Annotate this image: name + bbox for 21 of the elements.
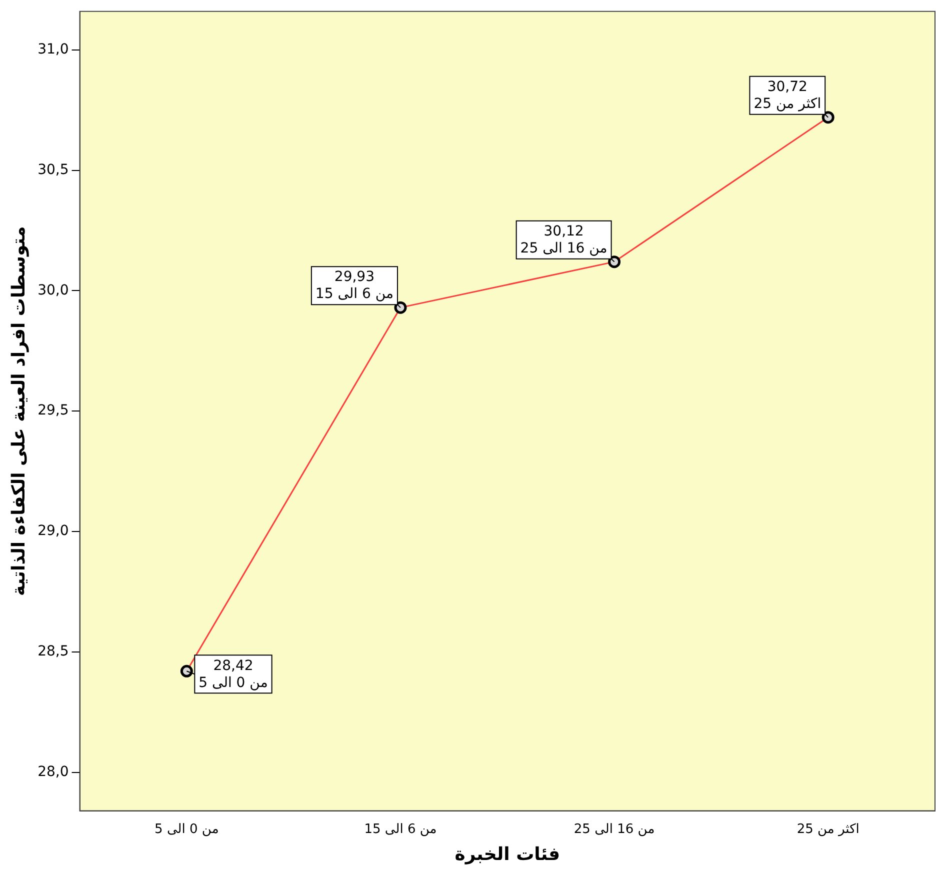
data-label: 30,12	[544, 223, 584, 240]
category-label: من 6 الى 15	[315, 286, 394, 302]
y-tick-label: 31,0	[38, 42, 69, 58]
category-label: اكثر من 25	[754, 96, 822, 112]
category-label: من 0 الى 5	[198, 674, 268, 691]
y-tick-label: 29,5	[38, 402, 69, 419]
y-axis-title: متوسطات افراد العينة على الكفاءة الذاتية	[8, 226, 30, 596]
x-tick-label: من 16 الى 25	[574, 822, 655, 837]
y-tick-label: 30,0	[38, 282, 69, 298]
data-label: 30,72	[767, 78, 808, 95]
x-tick-label: من 0 الى 5	[154, 822, 219, 837]
y-tick-label: 29,0	[38, 523, 69, 540]
x-axis-title: فئات الخبرة	[454, 844, 560, 865]
y-tick-label: 28,5	[38, 644, 69, 660]
category-label: من 16 الى 25	[520, 240, 608, 256]
data-label: 28,42	[213, 658, 254, 674]
data-label: 29,93	[334, 269, 375, 286]
x-tick-label: اكثر من 25	[796, 822, 860, 837]
y-tick-label: 28,0	[38, 764, 69, 780]
y-tick-label: 30,5	[38, 162, 69, 178]
x-tick-label: من 6 الى 15	[364, 822, 437, 837]
